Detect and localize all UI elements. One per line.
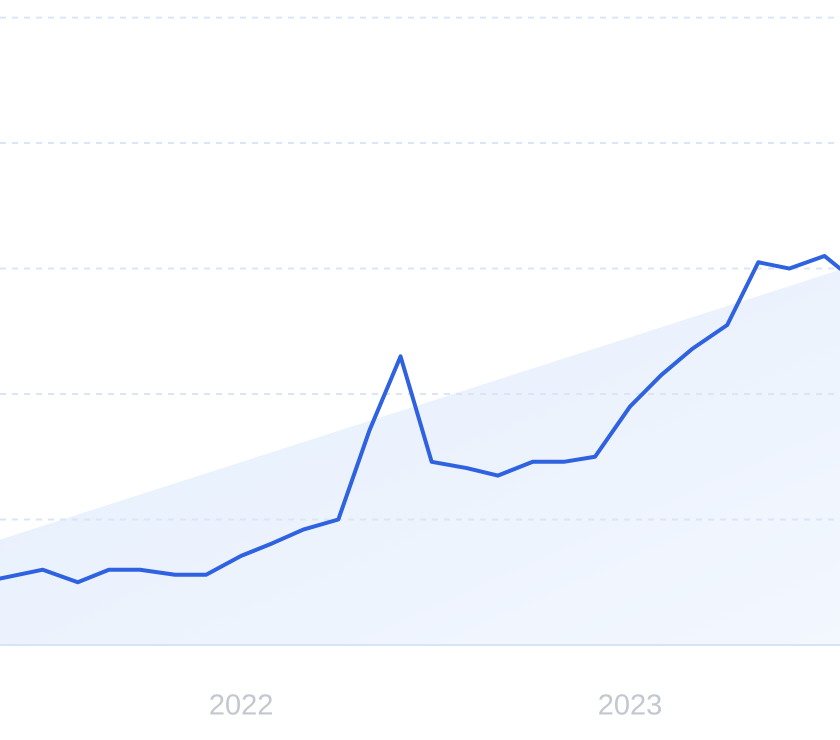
x-tick-label: 2023 (598, 690, 663, 722)
trend-area (0, 269, 840, 645)
x-tick-label: 2022 (209, 690, 274, 722)
line (0, 253, 840, 585)
